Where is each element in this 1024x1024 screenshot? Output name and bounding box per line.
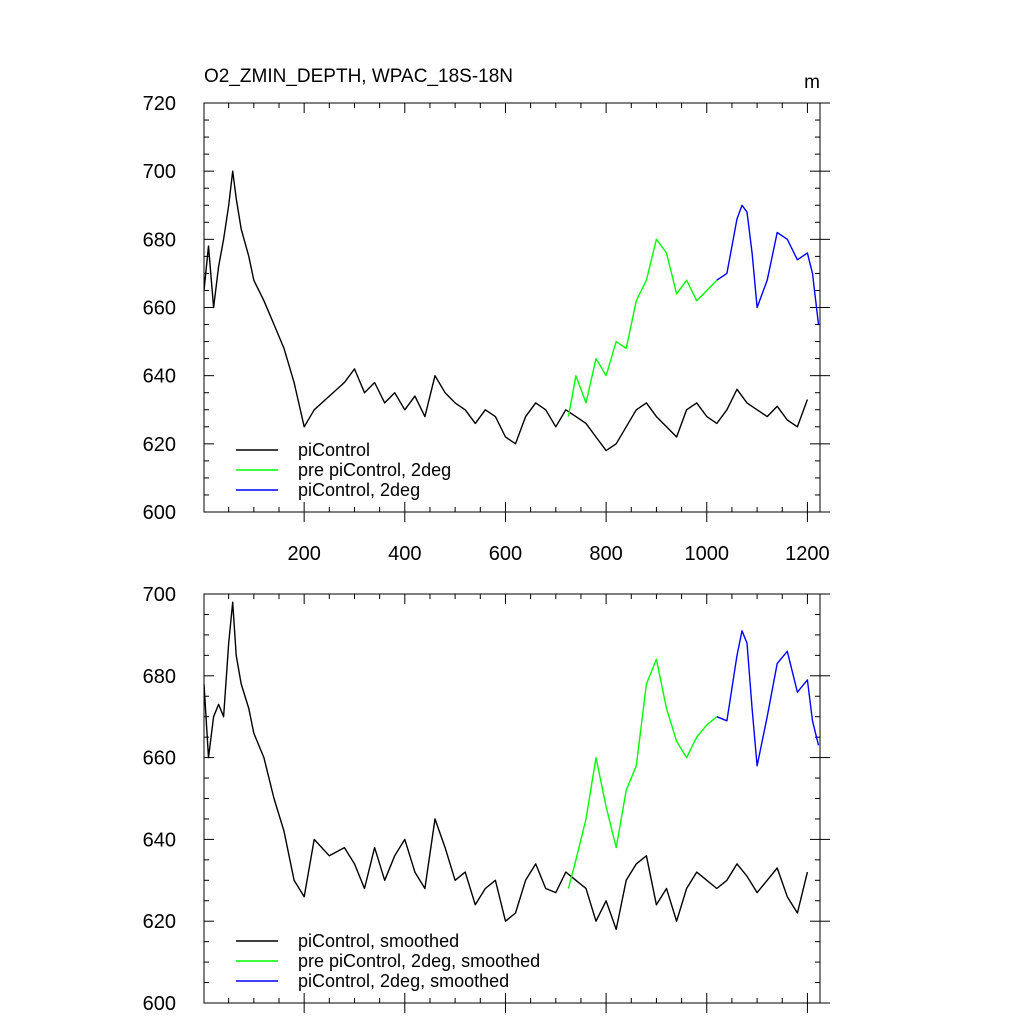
legend-label: piControl, smoothed (298, 931, 459, 951)
series-line (204, 170, 809, 452)
legend-label: piControl (298, 440, 370, 460)
series-line (204, 601, 809, 931)
x-tick-label: 200 (287, 543, 320, 565)
x-tick-label: 600 (489, 543, 522, 565)
y-tick-label: 700 (143, 584, 176, 606)
y-tick-label: 620 (143, 911, 176, 933)
y-tick-label: 660 (143, 748, 176, 770)
series-line (716, 204, 820, 325)
y-tick-label: 620 (143, 434, 176, 456)
x-tick-label: 400 (388, 543, 421, 565)
bottom-panel: 600 620 640 660 680 700 piControl, smoothedpre… (143, 584, 830, 1015)
series-line (716, 630, 820, 767)
y-tick-label: 600 (143, 502, 176, 524)
x-tick-label: 1200 (785, 543, 830, 565)
plot-frame (203, 102, 821, 513)
series-line (567, 658, 718, 889)
legend-label: pre piControl, 2deg (298, 460, 451, 480)
y-tick-label: 600 (143, 993, 176, 1015)
y-tick-label: 680 (143, 229, 176, 251)
y-tick-label: 700 (143, 161, 176, 183)
y-tick-label: 640 (143, 829, 176, 851)
series-line (567, 238, 718, 417)
legend-label: piControl, 2deg, smoothed (298, 971, 509, 991)
top-panel: 200 400 600 800 1000 1200 600 620 640 660 680 700 72… (143, 93, 830, 565)
plot-frame (203, 593, 821, 1004)
y-tick-label: 660 (143, 298, 176, 320)
x-tick-label: 800 (589, 543, 622, 565)
y-tick-label: 720 (143, 93, 176, 115)
legend-label: pre piControl, 2deg, smoothed (298, 951, 540, 971)
y-tick-label: 640 (143, 366, 176, 388)
y-tick-label: 680 (143, 666, 176, 688)
units-label: m (804, 72, 820, 93)
x-tick-label: 1000 (685, 543, 730, 565)
chart-title: O2_ZMIN_DEPTH, WPAC_18S-18N (204, 66, 513, 87)
legend-label: piControl, 2deg (298, 480, 420, 500)
